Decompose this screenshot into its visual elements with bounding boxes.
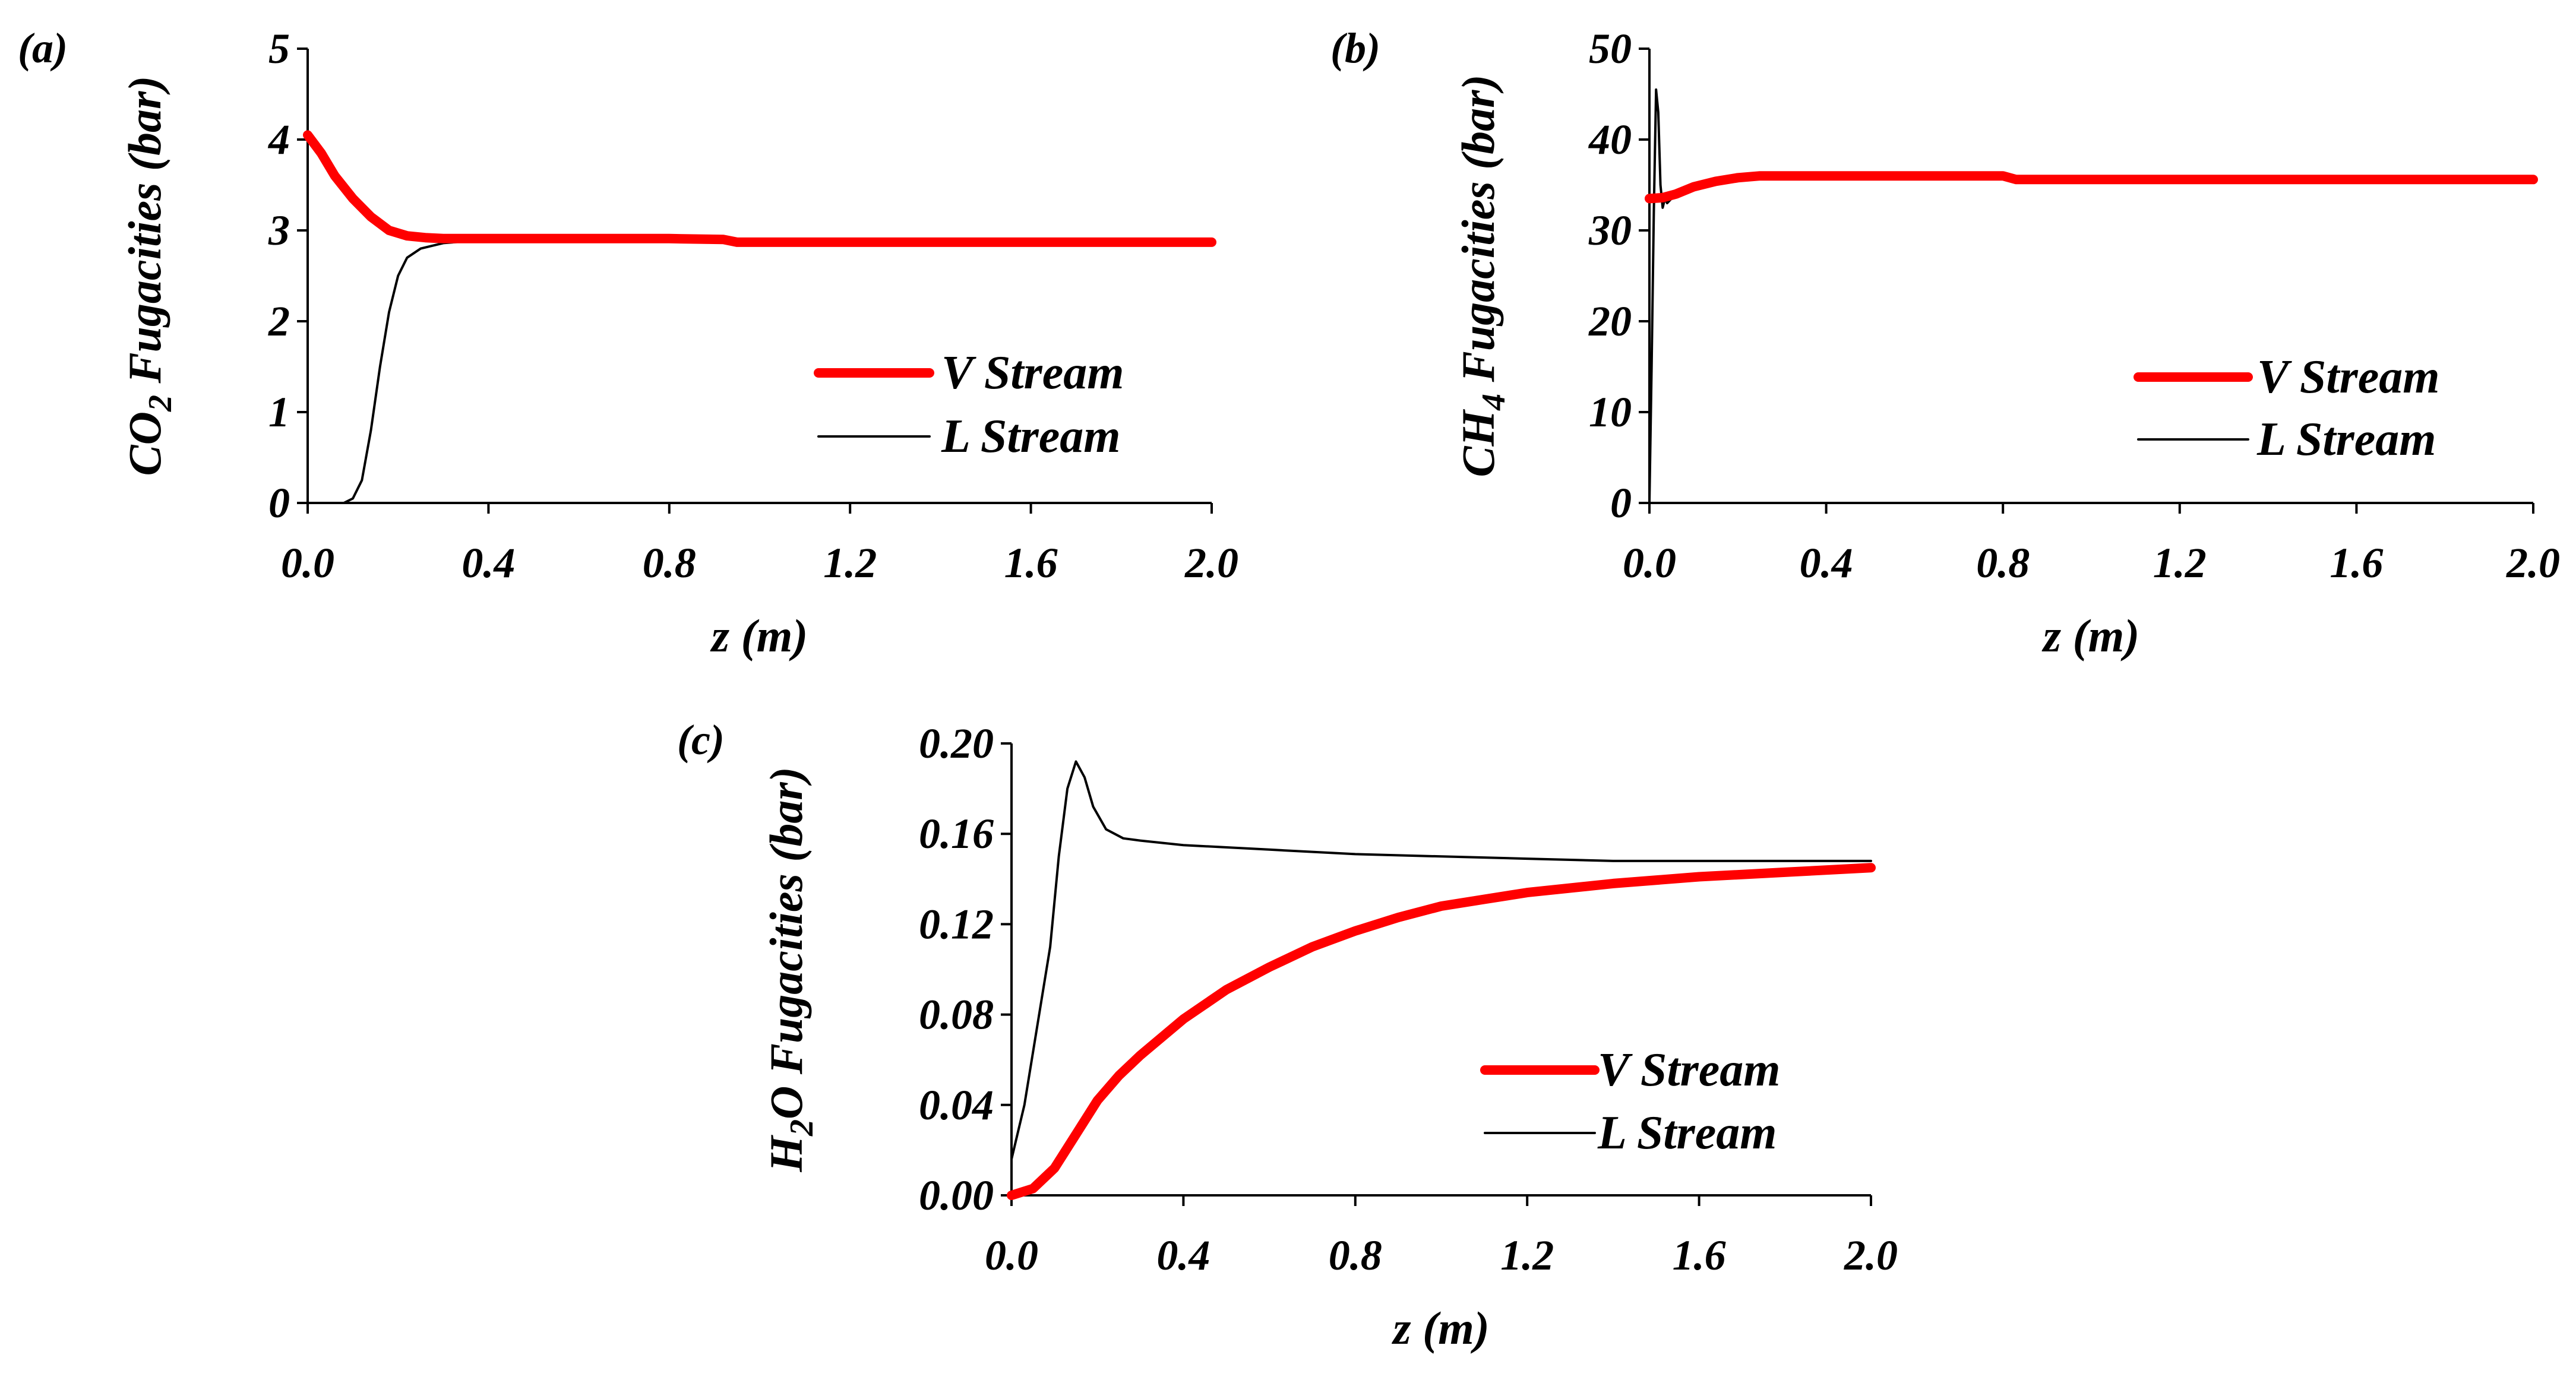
legend-label-v-stream: V Stream bbox=[941, 347, 1124, 399]
y-tick-label: 0.00 bbox=[919, 1172, 994, 1219]
x-tick-label: 1.6 bbox=[1673, 1232, 1726, 1279]
v-stream-line bbox=[1645, 171, 2538, 204]
chart-c: 0.00 0.04 0.08 0.12 0.16 0.20 0.0 0.4 0.8 1.2 1.6 2… bbox=[677, 716, 1898, 1354]
x-axis-title: z (m) bbox=[2041, 610, 2139, 661]
panel-label: (a) bbox=[18, 24, 68, 72]
y-tick-label: 0.16 bbox=[919, 810, 994, 857]
y-tick-label: 0 bbox=[268, 479, 290, 527]
y-tick-label: 3 bbox=[268, 207, 290, 254]
x-tick-label: 2.0 bbox=[1184, 539, 1238, 587]
v-stream-line bbox=[303, 130, 1216, 247]
l-stream-line bbox=[1010, 760, 1872, 1161]
x-tick-label: 2.0 bbox=[1844, 1232, 1898, 1279]
y-tick-label: 50 bbox=[1589, 25, 1632, 72]
y-tick-label: 0.08 bbox=[919, 991, 994, 1039]
legend-label-l-stream: L Stream bbox=[2256, 413, 2436, 466]
legend: V Stream L Stream bbox=[2134, 351, 2440, 466]
legend-label-v-stream: V Stream bbox=[1598, 1044, 1781, 1096]
legend-label-v-stream: V Stream bbox=[2257, 351, 2440, 403]
y-tick-label: 40 bbox=[1588, 116, 1632, 163]
x-tick-label: 0.4 bbox=[1800, 539, 1853, 587]
x-tick-label: 0.0 bbox=[985, 1232, 1038, 1279]
y-tick-label: 4 bbox=[267, 116, 290, 163]
x-axis-title: z (m) bbox=[710, 610, 808, 661]
y-tick-label: 30 bbox=[1588, 207, 1632, 254]
chart-b: 0 10 20 30 40 50 0.0 0.4 0.8 1.2 1.6 2.0 z (m) CH4 Fu… bbox=[1330, 24, 2560, 661]
y-tick-label: 1 bbox=[268, 388, 290, 436]
legend: V Stream L Stream bbox=[1480, 1044, 1781, 1159]
legend-label-l-stream: L Stream bbox=[941, 410, 1120, 463]
y-tick-label: 2 bbox=[268, 297, 290, 345]
x-tick-label: 1.2 bbox=[2153, 539, 2207, 587]
x-tick-label: 2.0 bbox=[2506, 539, 2560, 587]
x-tick-label: 0.4 bbox=[1156, 1232, 1210, 1279]
x-tick-label: 1.6 bbox=[1004, 539, 1058, 587]
x-tick-label: 1.2 bbox=[823, 539, 877, 587]
y-tick-label: 10 bbox=[1589, 388, 1632, 436]
panel-label: (c) bbox=[677, 716, 725, 764]
y-tick-label: 0.12 bbox=[919, 900, 994, 948]
x-tick-label: 0.8 bbox=[643, 539, 696, 587]
x-tick-label: 0.8 bbox=[1329, 1232, 1382, 1279]
y-tick-label: 20 bbox=[1588, 297, 1632, 345]
x-axis-title: z (m) bbox=[1391, 1302, 1489, 1354]
x-tick-label: 1.2 bbox=[1500, 1232, 1554, 1279]
v-stream-line bbox=[1007, 863, 1876, 1200]
chart-a: 0 1 2 3 4 5 0.0 0.4 0.8 1.2 1.6 2.0 z (m) CO2 Fugacit… bbox=[18, 24, 1238, 661]
legend: V Stream L Stream bbox=[814, 347, 1124, 463]
y-tick-label: 5 bbox=[268, 25, 290, 72]
y-tick-label: 0.04 bbox=[919, 1081, 994, 1129]
x-tick-label: 1.6 bbox=[2330, 539, 2383, 587]
legend-label-l-stream: L Stream bbox=[1597, 1107, 1777, 1159]
x-tick-label: 0.0 bbox=[281, 539, 334, 587]
x-tick-label: 0.0 bbox=[1623, 539, 1676, 587]
y-tick-label: 0 bbox=[1610, 479, 1632, 527]
y-axis-title: H2O Fugacities (bar) bbox=[760, 767, 820, 1172]
panel-label: (b) bbox=[1330, 24, 1380, 72]
y-axis-title: CH4 Fugacities (bar) bbox=[1452, 74, 1512, 477]
x-tick-label: 0.4 bbox=[462, 539, 515, 587]
y-tick-label: 0.20 bbox=[919, 720, 994, 767]
y-axis-title: CO2 Fugacities (bar) bbox=[119, 76, 179, 476]
x-tick-label: 0.8 bbox=[1976, 539, 2030, 587]
